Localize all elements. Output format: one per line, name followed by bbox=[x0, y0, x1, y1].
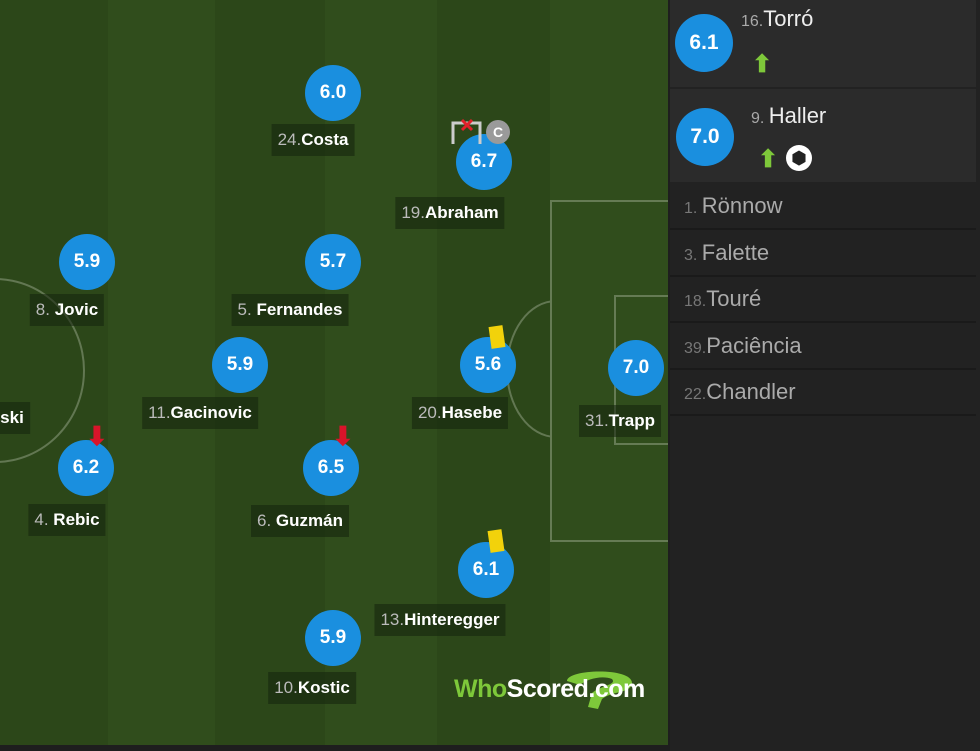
sub-row[interactable]: 7.0 9. Haller ⬆ ⬢ bbox=[670, 89, 976, 182]
player-label[interactable]: 5. Fernandes bbox=[231, 294, 349, 326]
rating-bubble[interactable]: 5.6 bbox=[460, 337, 516, 393]
rating-bubble[interactable]: 6.5 bbox=[303, 440, 359, 496]
shirt-number: 22. bbox=[684, 386, 707, 403]
rating-bubble[interactable]: 5.9 bbox=[212, 337, 268, 393]
sub-row[interactable]: 6.1 16.Torró ⬆ bbox=[670, 0, 976, 87]
rating-bubble[interactable]: 5.9 bbox=[59, 234, 115, 290]
shirt-number: 10. bbox=[274, 678, 298, 697]
player-name: Jovic bbox=[54, 300, 99, 319]
player-name: 16.Torró bbox=[741, 6, 814, 31]
rating-bubble[interactable]: 7.0 bbox=[608, 340, 664, 396]
shirt-number: 1. bbox=[684, 200, 702, 217]
player-label[interactable]: 31.Trapp bbox=[579, 405, 661, 437]
player-label[interactable]: 8. Jovic bbox=[29, 294, 105, 326]
sub-on-arrow-icon: ⬆ bbox=[752, 51, 773, 78]
shirt-number: 31. bbox=[585, 411, 609, 430]
player-name: Rebic bbox=[53, 510, 100, 529]
rating-bubble[interactable]: 6.7 bbox=[456, 134, 512, 190]
player-name: Guzmán bbox=[275, 511, 343, 530]
player-label[interactable]: 20.Hasebe bbox=[411, 397, 509, 429]
shirt-number: 18. bbox=[684, 293, 707, 310]
shirt-number: 6. bbox=[257, 511, 276, 530]
rating-bubble: 7.0 bbox=[676, 108, 734, 166]
goal-ball-icon: ⬢ bbox=[786, 145, 812, 171]
player-name: Hinteregger bbox=[404, 610, 500, 629]
shirt-number: 8. bbox=[35, 300, 55, 319]
sub-off-arrow-icon: ⬇ bbox=[332, 421, 354, 451]
player-label[interactable]: 10.Kostic bbox=[268, 672, 356, 704]
bench-row[interactable]: 3. Falette bbox=[670, 231, 976, 277]
player-label[interactable]: 4. Rebic bbox=[28, 504, 106, 536]
player-label[interactable]: 19.Abraham bbox=[395, 197, 505, 229]
player-name: Paciência bbox=[706, 332, 802, 358]
shirt-number: 24. bbox=[277, 130, 302, 149]
player-name: 9. Haller bbox=[751, 103, 827, 128]
player-name: Rönnow bbox=[701, 193, 783, 218]
player-name: Costa bbox=[301, 130, 349, 149]
player-name: ski bbox=[0, 408, 24, 427]
player-name: Fernandes bbox=[256, 300, 343, 319]
substitutes-panel: 6.1 16.Torró ⬆ 7.0 9. Haller ⬆ ⬢ 1. Rönn… bbox=[670, 0, 980, 751]
yellow-card-icon bbox=[487, 529, 505, 553]
shirt-number: 5. bbox=[237, 300, 257, 319]
bench-row[interactable]: 1. Rönnow bbox=[670, 184, 976, 230]
player-label[interactable]: 6. Guzmán bbox=[251, 505, 349, 537]
pitch: 6.0 24.Costa 6.7 19.Abraham 5.9 8. Jovic 5.7 5.… bbox=[0, 0, 668, 745]
shirt-number: 11. bbox=[148, 403, 171, 422]
bench-row[interactable]: 39.Paciência bbox=[670, 324, 976, 370]
rating-bubble[interactable]: 6.1 bbox=[458, 542, 514, 598]
shirt-number: 4. bbox=[34, 510, 54, 529]
rating-bubble[interactable]: 6.2 bbox=[58, 440, 114, 496]
player-name: Gacinovic bbox=[170, 403, 252, 422]
shirt-number: 3. bbox=[684, 246, 702, 264]
bench-row[interactable]: 22.Chandler bbox=[670, 370, 976, 416]
shirt-number: 39. bbox=[684, 339, 707, 357]
player-label[interactable]: ski bbox=[0, 402, 30, 434]
shirt-number: 19. bbox=[401, 203, 425, 222]
player-label[interactable]: 11.Gacinovic bbox=[142, 397, 258, 429]
logo-text-scored: Scored bbox=[506, 675, 589, 703]
shirt-number: 20. bbox=[417, 403, 442, 422]
sub-on-arrow-icon: ⬆ bbox=[758, 146, 779, 173]
player-name: Touré bbox=[706, 286, 762, 311]
player-label[interactable]: 24.Costa bbox=[271, 124, 355, 156]
bench-row[interactable]: 18.Touré bbox=[670, 277, 976, 323]
rating-bubble: 6.1 bbox=[675, 14, 733, 72]
logo-text-com: .com bbox=[588, 675, 645, 703]
sub-off-arrow-icon: ⬇ bbox=[86, 421, 108, 451]
captain-badge: C bbox=[486, 120, 510, 144]
player-name: Hasebe bbox=[441, 403, 503, 422]
yellow-card-icon bbox=[488, 325, 506, 349]
rating-bubble[interactable]: 5.9 bbox=[305, 610, 361, 666]
player-name: Falette bbox=[701, 239, 770, 265]
question-mark-logo-icon bbox=[567, 671, 632, 709]
goal-error-icon bbox=[451, 118, 482, 144]
player-name: Trapp bbox=[608, 411, 655, 430]
logo-text-who: Who bbox=[454, 675, 507, 703]
player-name: Kostic bbox=[297, 678, 350, 697]
player-name: Abraham bbox=[424, 203, 499, 222]
player-label[interactable]: 13.Hinteregger bbox=[374, 604, 506, 636]
rating-bubble[interactable]: 6.0 bbox=[305, 65, 361, 121]
whoscored-logo: WhoScored.com bbox=[454, 671, 645, 709]
rating-bubble[interactable]: 5.7 bbox=[305, 234, 361, 290]
shirt-number: 13. bbox=[380, 610, 405, 629]
player-name: Chandler bbox=[706, 379, 796, 404]
